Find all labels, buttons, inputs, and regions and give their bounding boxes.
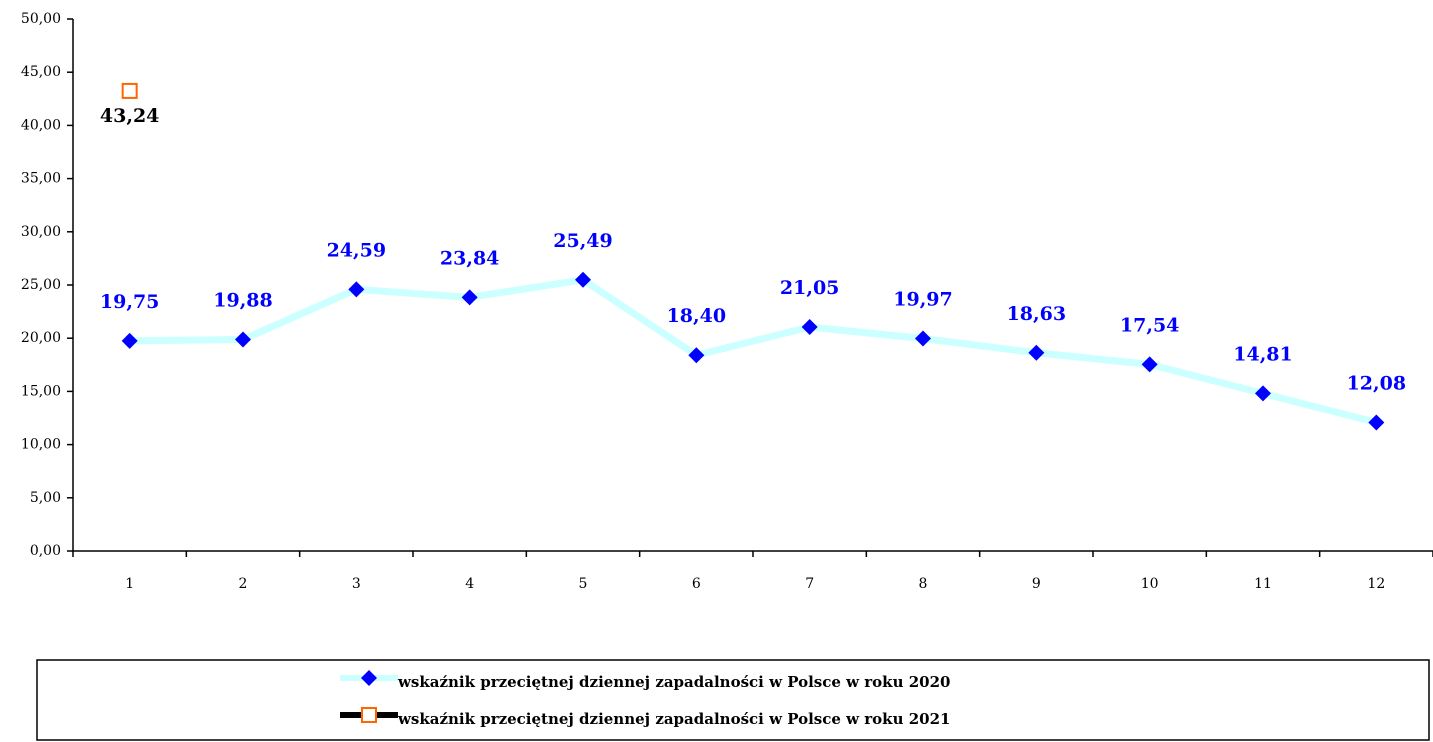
- x-tick-label: 9: [1032, 576, 1041, 592]
- y-tick-label: 40,00: [21, 117, 61, 133]
- x-tick-label: 8: [919, 576, 928, 592]
- x-tick-label: 6: [692, 576, 701, 592]
- y-tick-label: 15,00: [21, 383, 61, 399]
- x-tick-label: 5: [579, 576, 588, 592]
- data-label: 18,63: [1007, 303, 1067, 325]
- data-label: 23,84: [440, 247, 500, 269]
- x-tick-label: 10: [1141, 576, 1159, 592]
- marker: [235, 331, 251, 348]
- y-tick-label: 25,00: [21, 277, 61, 293]
- data-label: 24,59: [327, 239, 387, 261]
- x-tick-label: 1: [125, 576, 134, 592]
- legend-label: wskaźnik przeciętnej dziennej zapadalnoś…: [397, 710, 950, 728]
- marker: [801, 319, 818, 336]
- x-tick-label: 7: [805, 576, 814, 592]
- marker: [348, 281, 365, 298]
- marker: [461, 289, 478, 306]
- data-label: 17,54: [1120, 314, 1180, 336]
- data-label: 43,24: [100, 105, 160, 127]
- data-label: 19,88: [213, 289, 273, 311]
- y-tick-label: 50,00: [21, 11, 61, 27]
- data-label: 12,08: [1347, 372, 1407, 394]
- data-label: 21,05: [780, 277, 840, 299]
- data-label: 14,81: [1233, 343, 1293, 365]
- y-tick-label: 30,00: [21, 224, 61, 240]
- data-label: 19,75: [100, 291, 160, 313]
- series-line: [129, 276, 1378, 426]
- marker: [361, 707, 377, 723]
- x-tick-label: 2: [239, 576, 248, 592]
- data-label: 25,49: [553, 230, 613, 252]
- y-tick-label: 20,00: [21, 330, 61, 346]
- y-tick-label: 35,00: [21, 171, 61, 187]
- y-tick-label: 5,00: [30, 490, 61, 506]
- x-tick-label: 3: [352, 576, 361, 592]
- x-tick-label: 11: [1254, 576, 1272, 592]
- x-tick-label: 12: [1367, 576, 1385, 592]
- y-tick-label: 10,00: [21, 437, 61, 453]
- marker: [575, 271, 591, 288]
- marker: [1255, 385, 1271, 402]
- marker: [121, 332, 138, 349]
- marker: [688, 347, 705, 364]
- x-tick-label: 4: [465, 576, 474, 592]
- marker: [1028, 344, 1045, 361]
- data-label: 19,97: [893, 289, 953, 311]
- y-tick-label: 0,00: [30, 543, 61, 559]
- legend-label: wskaźnik przeciętnej dziennej zapadalnoś…: [397, 673, 950, 691]
- data-label: 18,40: [667, 305, 727, 327]
- marker: [121, 82, 138, 99]
- legend-box: [36, 659, 1430, 741]
- marker: [1141, 356, 1158, 373]
- marker: [1368, 414, 1385, 431]
- marker: [361, 670, 377, 686]
- y-tick-label: 45,00: [21, 64, 61, 80]
- marker: [915, 330, 931, 347]
